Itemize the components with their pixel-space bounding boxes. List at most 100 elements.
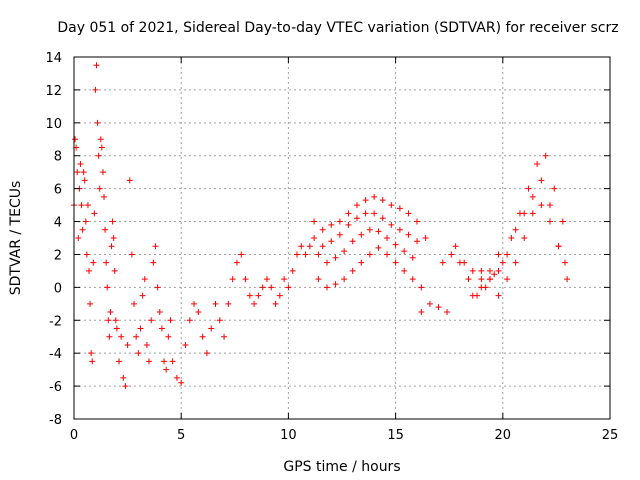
data-point (182, 341, 189, 348)
series-evening-band (439, 152, 566, 299)
data-point (561, 259, 568, 266)
data-point (91, 210, 98, 217)
x-axis-label: GPS time / hours (283, 459, 400, 475)
data-point (199, 333, 206, 340)
data-point (80, 169, 87, 176)
x-tick-label: 15 (387, 428, 404, 443)
data-point (221, 333, 228, 340)
data-point (143, 341, 150, 348)
data-point (551, 185, 558, 192)
data-point (229, 276, 236, 283)
data-point (163, 366, 170, 373)
data-point (173, 374, 180, 381)
data-point (77, 160, 84, 167)
x-tick-label: 0 (70, 428, 78, 443)
data-point (401, 248, 408, 255)
plot-frame (73, 56, 611, 420)
data-point (137, 325, 144, 332)
data-point (99, 169, 106, 176)
data-point (409, 276, 416, 283)
y-tick-label: -2 (49, 314, 62, 329)
data-point (486, 267, 493, 274)
data-point (319, 226, 326, 233)
data-point (341, 276, 348, 283)
data-point (72, 136, 79, 143)
data-point (538, 177, 545, 184)
data-point (521, 235, 528, 241)
data-point (216, 317, 223, 324)
data-point (124, 341, 131, 348)
data-point (409, 254, 416, 261)
data-point (392, 259, 399, 266)
data-point (238, 251, 245, 258)
data-point (392, 241, 399, 248)
data-point (469, 292, 476, 299)
data-point (152, 243, 159, 250)
data-point (384, 251, 391, 258)
data-point (388, 221, 395, 228)
data-point (110, 235, 117, 241)
data-point (349, 267, 356, 274)
data-point (452, 243, 459, 250)
data-point (88, 350, 95, 357)
data-point (538, 202, 545, 209)
data-point (225, 300, 232, 307)
data-point (93, 62, 100, 69)
x-tick-label: 10 (280, 428, 297, 443)
data-point (426, 300, 433, 307)
y-tick-label: 2 (54, 248, 62, 263)
y-tick-label: -4 (49, 347, 62, 362)
data-point (375, 244, 382, 251)
data-point (102, 226, 109, 233)
data-point (167, 317, 174, 324)
data-point (94, 119, 101, 126)
data-point (444, 309, 451, 316)
data-point (191, 300, 198, 307)
data-point (478, 284, 485, 291)
data-point (332, 281, 339, 288)
data-point (116, 358, 123, 365)
data-point (504, 251, 511, 258)
data-point (529, 193, 536, 200)
series-early-spikes (71, 62, 174, 390)
data-point (195, 309, 202, 316)
data-point (345, 221, 352, 228)
data-point (315, 276, 322, 283)
data-point (154, 284, 161, 291)
data-point (525, 185, 532, 192)
data-point (354, 202, 361, 209)
data-point (75, 235, 82, 241)
series-midday-tracks (169, 243, 313, 386)
data-point (542, 152, 549, 159)
data-point (208, 325, 215, 332)
data-point (401, 267, 408, 274)
data-point (306, 243, 313, 250)
data-point (95, 152, 102, 159)
data-point (120, 374, 127, 381)
series-upper-arc-c (315, 226, 416, 266)
data-point (81, 177, 88, 184)
series-evening-band-lower (469, 193, 571, 299)
data-marks (71, 62, 571, 390)
data-point (418, 309, 425, 316)
data-point (104, 284, 111, 291)
data-point (186, 317, 193, 324)
data-point (546, 202, 553, 209)
data-point (512, 226, 519, 233)
data-point (328, 221, 335, 228)
data-point (103, 259, 110, 266)
data-point (414, 238, 421, 245)
data-point (495, 267, 502, 274)
data-point (319, 243, 326, 250)
data-point (328, 238, 335, 245)
data-point (349, 238, 356, 245)
data-point (293, 251, 300, 258)
data-point (98, 144, 105, 151)
data-point (272, 300, 279, 307)
data-point (371, 193, 378, 200)
data-point (512, 259, 519, 266)
data-point (534, 160, 541, 167)
data-point (289, 267, 296, 274)
data-point (246, 292, 253, 299)
